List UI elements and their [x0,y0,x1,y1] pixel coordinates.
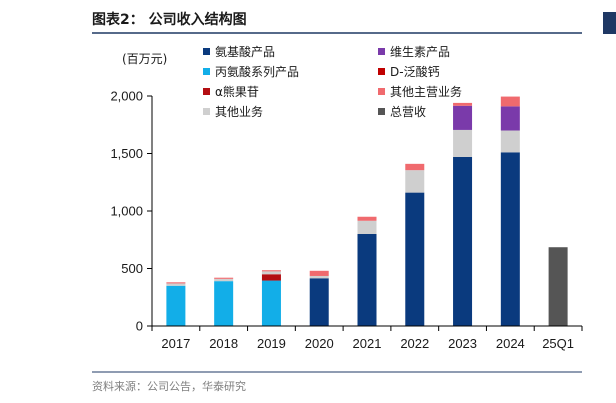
legend-label: 其他业务 [215,104,263,119]
x-tick-label: 2017 [161,336,190,351]
bar-segment [214,278,234,282]
bar-segment [214,277,234,279]
x-tick-label: 25Q1 [542,336,574,351]
bar-segment [261,271,281,275]
x-tick-label: 2023 [448,336,477,351]
bar-segment [309,270,329,276]
x-tick-label: 2021 [353,336,382,351]
legend-swatch [203,48,210,55]
page-edge-marker [603,12,616,34]
bar-segment [453,156,473,326]
legend-swatch [203,88,210,95]
bar-segment [500,152,520,326]
x-axis: 2017 2018 2019 2020 2021 2022 2023 2024 25Q1 [151,325,583,351]
bar-segment [357,220,377,234]
bar-segment [261,280,281,326]
y-tick-label: 2,000 [110,89,143,104]
bar-marks [166,96,568,326]
y-axis: 0 500 1,000 1,500 2,000 [110,89,153,334]
x-tick-label: 2019 [257,336,286,351]
x-tick-label: 2020 [305,336,334,351]
legend-swatch [203,108,210,115]
bar-segment [405,192,425,326]
bar-segment [357,234,377,326]
bar-segment [500,106,520,131]
legend-label: 维生素产品 [390,45,450,59]
y-tick-label: 0 [136,319,143,334]
x-tick-label: 2024 [496,336,525,351]
bar-segment [405,170,425,193]
y-tick-label: 1,500 [110,146,143,161]
bar-segment [500,130,520,153]
legend-swatch [378,108,385,115]
legend-swatch [378,48,385,55]
bar-segment [405,163,425,171]
bar-segment [214,281,234,326]
y-tick-label: 1,000 [110,204,143,219]
legend-swatch [378,68,385,75]
legend-label: 氨基酸产品 [215,44,275,59]
bar-segment [166,282,186,284]
bar-segment [453,129,473,157]
source-note: 资料来源：公司公告，华泰研究 [92,379,246,393]
legend-label: 总营收 [390,105,426,119]
legend-label: 其他主营业务 [390,84,462,99]
legend-swatch [203,68,210,75]
bar-segment [261,270,281,272]
bar-segment [357,216,377,221]
bar-segment [309,278,329,326]
bar-segment [453,102,473,106]
legend-label: 丙氨酸系列产品 [215,64,299,79]
x-tick-label: 2018 [209,336,238,351]
bar-segment [261,274,281,281]
bar-segment [500,96,520,107]
bar-segment [166,283,186,286]
bar-segment [548,247,568,326]
legend-swatch [378,88,385,95]
bar-segment [453,105,473,130]
y-tick-label: 500 [121,261,143,276]
x-tick-label: 2022 [400,336,429,351]
unit-label: (百万元) [122,52,167,66]
legend-label: α熊果苷 [215,84,259,99]
bar-segment [166,285,186,326]
bar-segment [309,275,329,279]
legend-label: D-泛酸钙 [390,64,440,79]
chart-title: 图表2： 公司收入结构图 [92,11,247,28]
